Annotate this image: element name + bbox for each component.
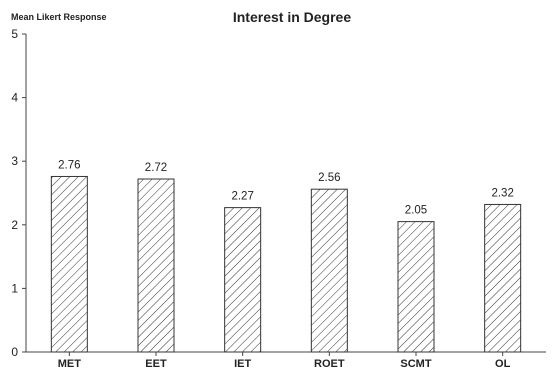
y-ticks: 0 1 2 3 4 5: [11, 27, 26, 359]
value-labels: 2.76 2.72 2.27 2.56 2.05 2.32: [58, 159, 514, 216]
category-label: ROET: [314, 358, 345, 370]
y-tick-label: 4: [11, 91, 18, 105]
category-label: EET: [145, 358, 167, 370]
axes: [25, 34, 546, 353]
y-axis-label: Mean Likert Response: [11, 12, 107, 22]
bar-iet: [224, 207, 262, 353]
category-label: IET: [234, 358, 251, 370]
value-label: 2.72: [145, 162, 167, 174]
y-tick-label: 0: [11, 345, 18, 359]
value-label: 2.76: [58, 159, 80, 171]
y-tick-label: 2: [11, 218, 18, 232]
bar-scmt: [397, 221, 435, 353]
y-tick-label: 5: [11, 27, 18, 41]
value-label: 2.27: [231, 191, 253, 203]
value-label: 2.05: [405, 205, 427, 217]
category-label: SCMT: [400, 358, 431, 370]
category-label: MET: [58, 358, 82, 370]
category-labels: MET EET IET ROET SCMT OL: [58, 358, 511, 370]
y-tick-label: 3: [11, 154, 18, 168]
bars: [50, 175, 522, 356]
y-tick-label: 1: [11, 281, 18, 295]
bar-roet: [310, 188, 348, 353]
bar-met: [50, 175, 88, 353]
bar-ol: [484, 203, 522, 353]
value-label: 2.56: [318, 172, 340, 184]
category-label: OL: [495, 358, 511, 370]
bar-eet: [137, 178, 175, 353]
value-label: 2.32: [491, 187, 513, 199]
chart-title: Interest in Degree: [233, 9, 351, 25]
